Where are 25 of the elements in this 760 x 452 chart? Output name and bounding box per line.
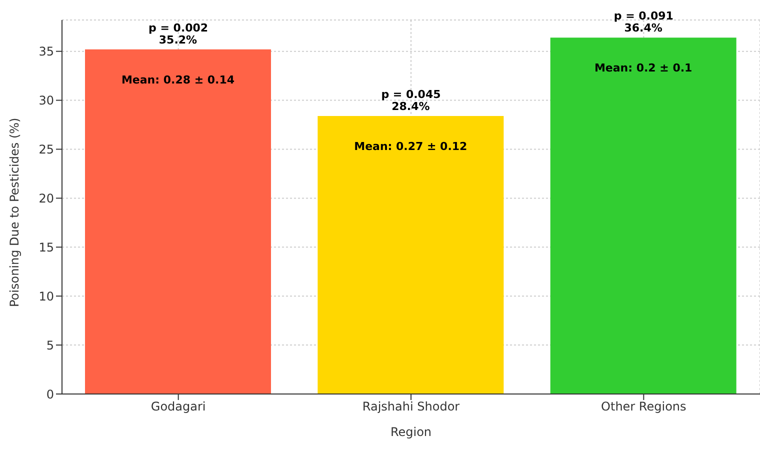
data-label: 28.4% (392, 100, 430, 113)
bar (85, 49, 271, 394)
y-tick-label: 25 (38, 142, 54, 156)
x-tick-label: Other Regions (601, 400, 686, 414)
bar (318, 116, 504, 394)
annotation: Mean: 0.27 ± 0.12 (354, 140, 468, 153)
y-tick-label: 10 (38, 289, 54, 304)
annotation: Mean: 0.2 ± 0.1 (594, 62, 692, 75)
x-tick-label: Rajshahi Shodor (362, 400, 460, 414)
data-label: 36.4% (624, 22, 662, 35)
annotation: Mean: 0.28 ± 0.14 (121, 73, 235, 86)
y-tick-label: 0 (46, 387, 54, 402)
y-tick-label: 20 (38, 191, 54, 206)
y-axis-title: Poisoning Due to Pesticides (%) (7, 118, 22, 307)
annotation: p = 0.045 (381, 88, 441, 101)
y-tick-label: 35 (38, 44, 54, 59)
x-axis-title: Region (390, 425, 432, 439)
annotation: p = 0.091 (614, 10, 674, 23)
y-tick-label: 5 (46, 338, 54, 352)
x-tick-label: Godagari (150, 400, 206, 414)
bar (550, 38, 736, 394)
annotation: p = 0.002 (148, 21, 208, 34)
y-tick-label: 30 (38, 94, 54, 108)
y-tick-label: 15 (38, 240, 54, 254)
data-label: 35.2% (158, 33, 198, 46)
